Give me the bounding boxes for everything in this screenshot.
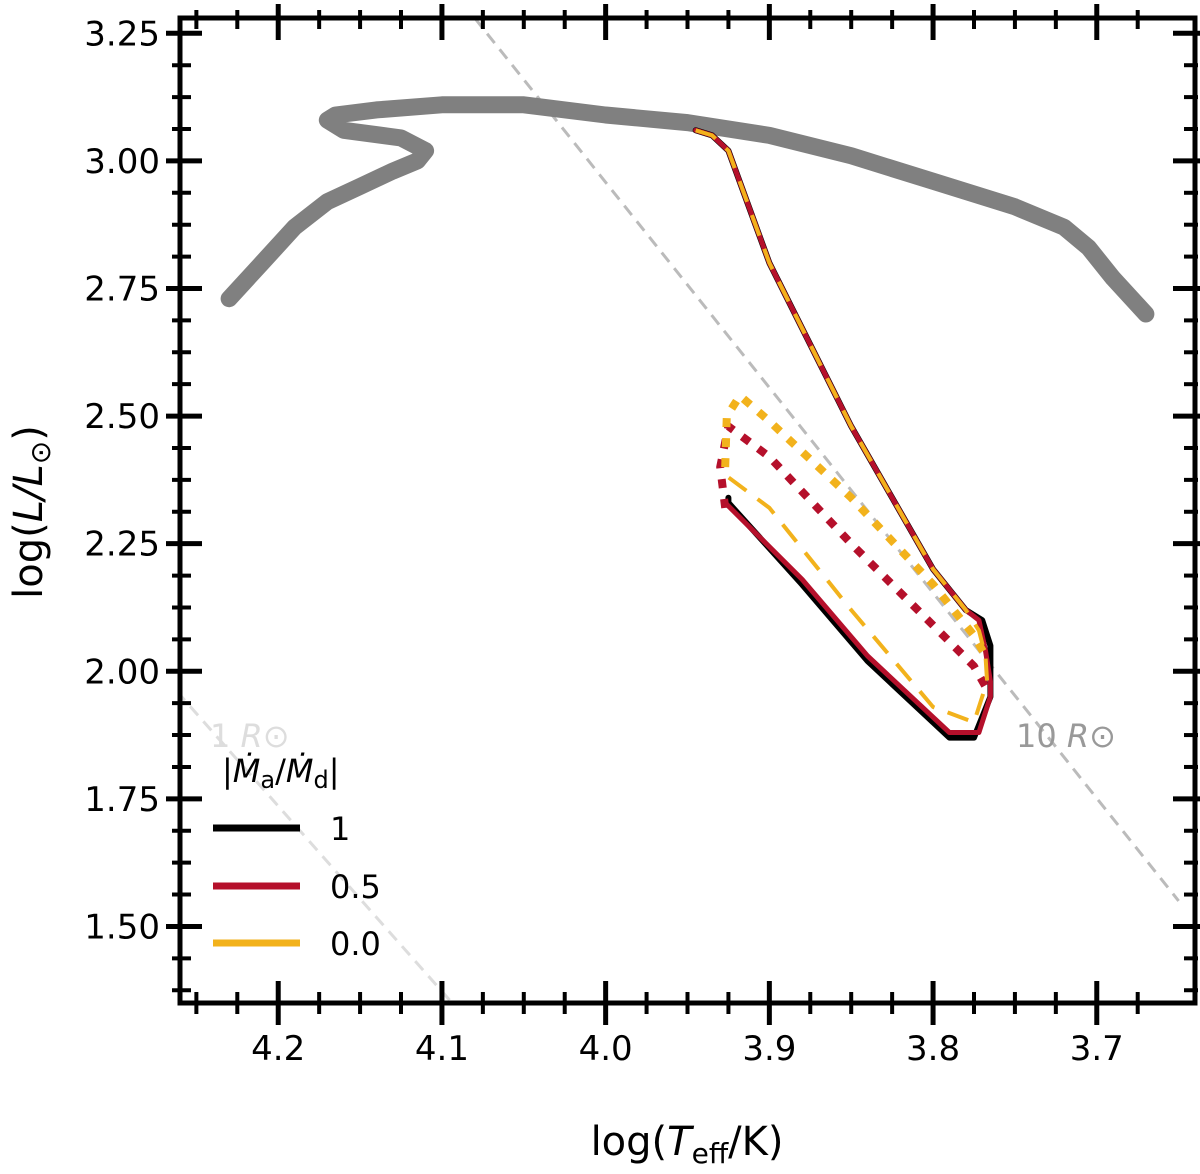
radius-annotations: 1 R⊙ 10 R⊙: [210, 717, 1116, 755]
x-tick-label: 3.9: [742, 1029, 796, 1069]
x-axis-title: log(Teff/K): [591, 1119, 784, 1170]
y-tick-label: 2.00: [84, 652, 160, 692]
y-tick-label: 1.50: [84, 907, 160, 947]
series-0-0-dotted-: [721, 391, 989, 658]
radius-label-2: 10 R⊙: [1016, 717, 1116, 755]
radius-reference-lines: [180, 18, 1180, 1003]
plot-border: [177, 15, 1198, 1006]
series-0-5-solid-: [693, 127, 993, 735]
x-axis-ticks: 4.2 4.1 4.0 3.9 3.8 3.7: [194, 4, 1140, 1069]
series-1-solid-: [692, 127, 994, 741]
evolution-tracks: [220, 96, 1155, 741]
x-tick-label: 4.1: [415, 1029, 469, 1069]
x-tick-label: 3.7: [1070, 1029, 1124, 1069]
y-tick-label: 3.00: [84, 142, 160, 182]
legend: |Ṁa/Ṁd| 1 0.5 0.0: [213, 752, 381, 963]
y-tick-label: 2.75: [84, 269, 160, 309]
y-axis-title: log(L/L⊙): [6, 425, 57, 599]
radius-line-1: [180, 692, 455, 1003]
legend-title: |Ṁa/Ṁd|: [222, 752, 340, 794]
y-axis-ticks: 1.50 1.75 2.00 2.25 2.50 2.75 3.00 3.25: [84, 14, 1200, 993]
legend-label-2: 0.5: [330, 868, 381, 906]
x-tick-label: 4.0: [579, 1029, 633, 1069]
legend-label-1: 1: [330, 810, 350, 848]
plot-frame: [177, 15, 1198, 1006]
legend-label-3: 0.0: [330, 925, 381, 963]
y-tick-label: 2.50: [84, 397, 160, 437]
radius-label-1: 1 R⊙: [210, 717, 290, 755]
x-tick-label: 4.2: [251, 1029, 305, 1069]
y-tick-label: 2.25: [84, 525, 160, 565]
legend-entries: 1 0.5 0.0: [213, 810, 381, 963]
series-donor-track: [220, 96, 1155, 323]
y-tick-label: 1.75: [84, 780, 160, 820]
radius-line-2: [473, 18, 1180, 902]
y-tick-label: 3.25: [84, 14, 160, 54]
x-tick-label: 3.8: [906, 1029, 960, 1069]
